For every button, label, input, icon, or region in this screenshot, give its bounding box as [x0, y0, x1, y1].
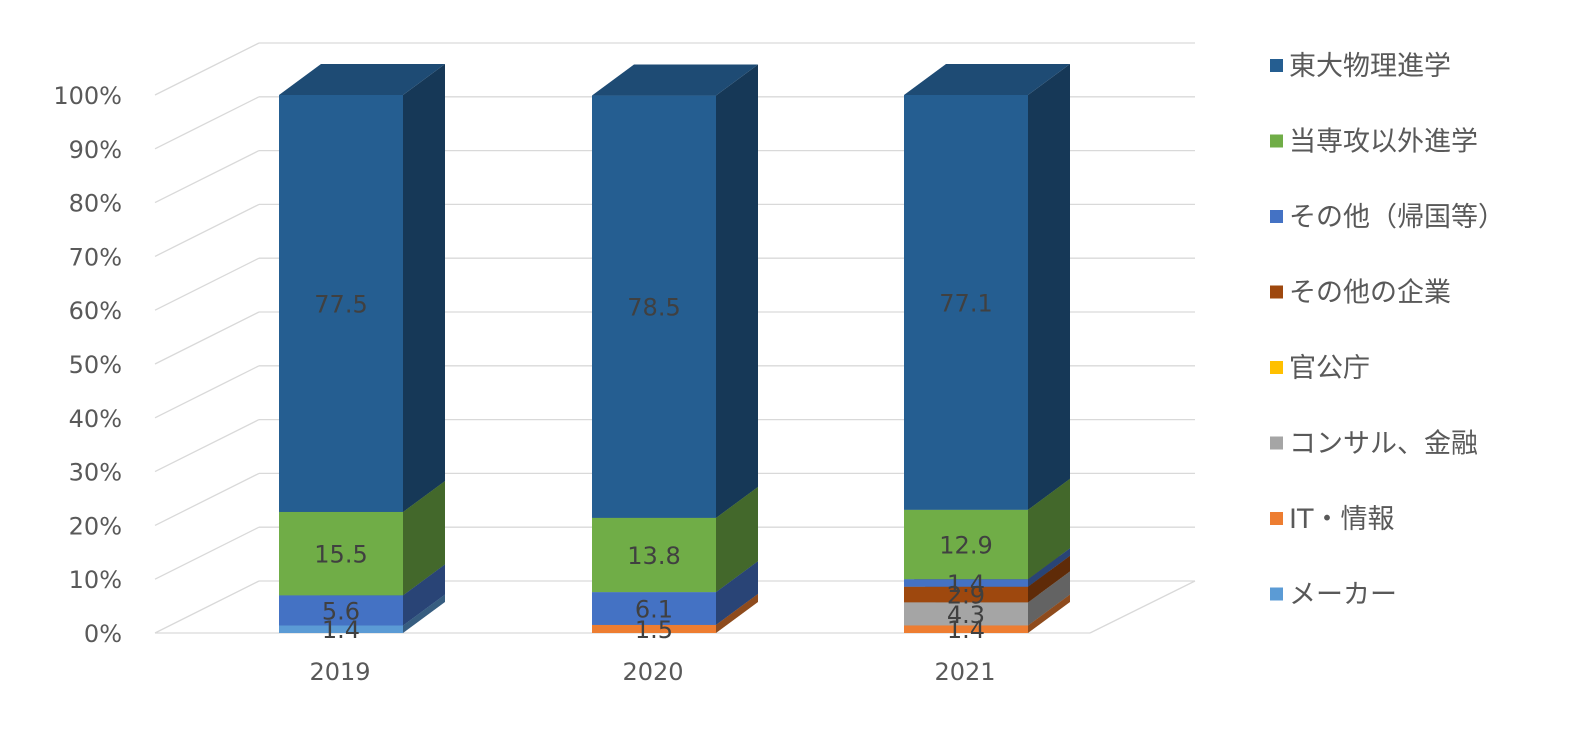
- bar-segment-side: [716, 561, 758, 625]
- data-label: 77.5: [314, 290, 367, 318]
- bar-segment-front: [279, 511, 403, 596]
- legend-swatch: [1270, 285, 1283, 299]
- x-category-label: 2021: [934, 658, 995, 686]
- bar-segment-side: [403, 64, 445, 512]
- gridline-side: [154, 472, 260, 526]
- bar-segment-front: [904, 586, 1028, 603]
- y-tick-label: 90%: [69, 136, 122, 164]
- data-label: 6.1: [635, 596, 673, 624]
- y-tick-label: 40%: [69, 405, 122, 433]
- bar-segment-top: [279, 64, 445, 95]
- gridline-side: [154, 42, 260, 96]
- gridline-side: [154, 311, 260, 365]
- gridline-side: [154, 150, 260, 204]
- data-label: 12.9: [939, 531, 992, 559]
- x-category-label: 2020: [622, 658, 683, 686]
- bar-segment-front: [279, 625, 403, 633]
- bar-segment-side: [403, 594, 445, 633]
- y-tick-label: 60%: [69, 297, 122, 325]
- bar-segment-front: [904, 625, 1028, 633]
- bar-segment-front: [904, 602, 1028, 626]
- legend-swatch: [1270, 587, 1283, 601]
- legend-label: 東大物理進学: [1289, 51, 1451, 82]
- data-label: 78.5: [627, 294, 680, 322]
- x-category-label: 2019: [309, 658, 370, 686]
- bar-segment-front: [592, 517, 716, 593]
- data-label: 2.9: [947, 582, 985, 610]
- data-label: 13.8: [627, 542, 680, 570]
- bar-segment-side: [1028, 571, 1070, 626]
- data-label: 1.4: [947, 570, 985, 598]
- legend-label: 当専攻以外進学: [1289, 127, 1478, 158]
- bar-segment-front: [279, 595, 403, 626]
- data-label: 1.4: [322, 616, 360, 644]
- bar-segment-front: [592, 592, 716, 625]
- gridline-side: [154, 365, 260, 419]
- legend-label: メーカー: [1289, 580, 1397, 611]
- legend-label: コンサル、金融: [1289, 429, 1478, 460]
- legend-swatch: [1270, 210, 1283, 223]
- bar-segment-front: [592, 624, 716, 633]
- data-label: 4.3: [947, 601, 985, 629]
- legend-swatch: [1270, 134, 1283, 148]
- data-label: 77.1: [939, 289, 992, 317]
- legend-swatch: [1270, 436, 1283, 450]
- bar-segment-top: [904, 64, 1070, 95]
- bar-segment-side: [1028, 548, 1070, 587]
- gridline-side: [154, 203, 260, 257]
- bar-segment-front: [904, 579, 1028, 587]
- legend-label: 官公庁: [1289, 353, 1370, 384]
- legend-swatch: [1270, 59, 1283, 72]
- bar-segment-side: [1028, 478, 1070, 580]
- legend-swatch: [1270, 361, 1283, 374]
- bar-segment-side: [403, 564, 445, 626]
- y-tick-label: 30%: [69, 459, 122, 487]
- y-tick-label: 80%: [69, 190, 122, 218]
- legend-label: その他の企業: [1289, 278, 1451, 309]
- gridline-side: [154, 96, 260, 150]
- bar-segment-side: [1028, 64, 1070, 510]
- data-label: 1.5: [635, 616, 673, 644]
- legend-label: IT・情報: [1289, 504, 1394, 535]
- data-label: 5.6: [322, 597, 360, 625]
- floor-edge: [1089, 580, 1196, 634]
- bar-segment-top: [592, 64, 758, 96]
- y-tick-label: 70%: [69, 243, 122, 271]
- gridline-side: [154, 580, 260, 634]
- y-tick-label: 100%: [53, 82, 122, 110]
- bar-segment-side: [1028, 594, 1070, 633]
- gridline-side: [154, 257, 260, 311]
- legend-swatch: [1270, 512, 1283, 525]
- bar-segment-front: [592, 95, 716, 518]
- bar-segment-side: [403, 480, 445, 596]
- y-tick-label: 10%: [69, 566, 122, 594]
- bar-segment-front: [904, 509, 1028, 580]
- legend-label: その他（帰国等）: [1289, 202, 1505, 233]
- y-tick-label: 50%: [69, 351, 122, 379]
- y-tick-label: 0%: [84, 620, 122, 648]
- bar-segment-side: [716, 64, 758, 518]
- y-tick-label: 20%: [69, 512, 122, 540]
- gridline-side: [154, 526, 260, 580]
- bar-segment-side: [716, 593, 758, 633]
- bar-segment-front: [904, 95, 1028, 510]
- bar-segment-side: [716, 486, 758, 593]
- bar-segment-front: [279, 95, 403, 512]
- data-label: 15.5: [314, 541, 367, 569]
- bar-segment-side: [1028, 555, 1070, 603]
- data-label: 1.4: [947, 616, 985, 644]
- gridline-side: [154, 419, 260, 473]
